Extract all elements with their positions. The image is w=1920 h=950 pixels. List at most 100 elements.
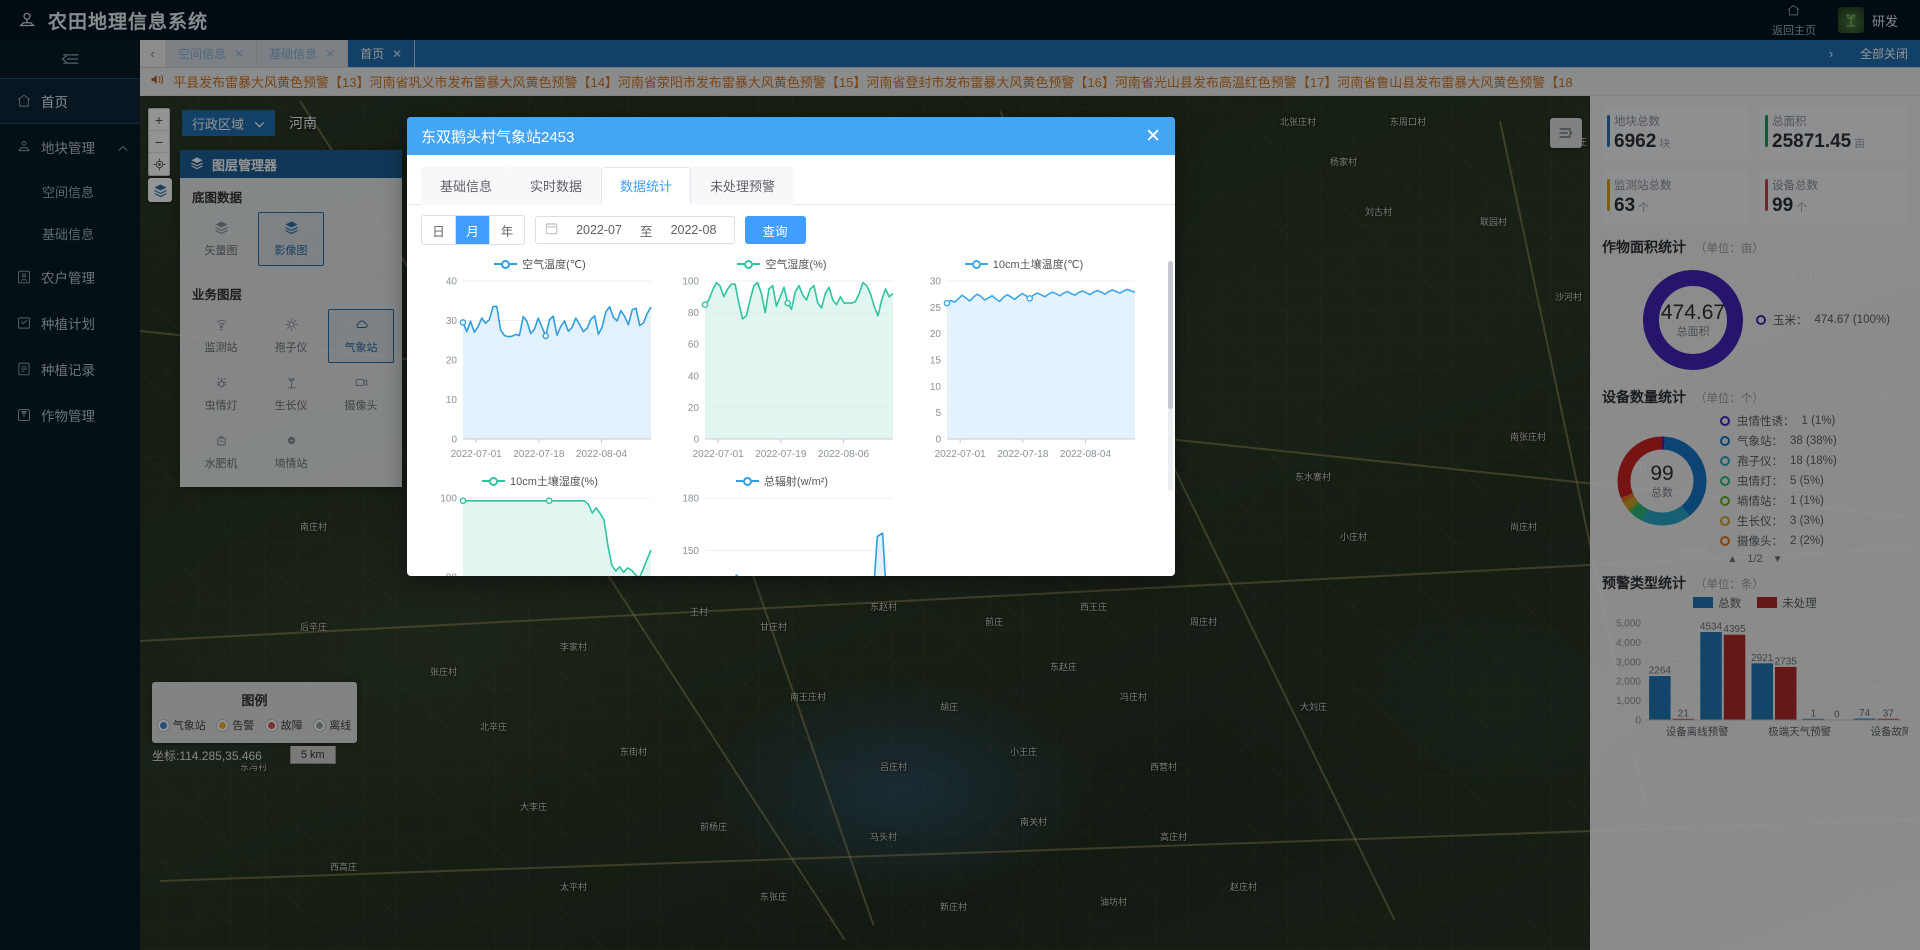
chart-data-point[interactable] xyxy=(459,497,467,505)
sidebar-collapse-button[interactable] xyxy=(0,40,140,78)
donut-legend-item-2[interactable]: 孢子仪： 18 (18%) xyxy=(1720,451,1908,471)
bar-2-0[interactable] xyxy=(1751,663,1773,720)
close-icon[interactable]: ✕ xyxy=(1145,125,1161,147)
bar-1-0[interactable] xyxy=(1700,632,1722,720)
bar-2-1[interactable] xyxy=(1775,666,1797,720)
bar-4-1[interactable] xyxy=(1877,718,1899,720)
crop-area-donut[interactable]: 474.67 总面积 xyxy=(1638,265,1748,375)
layer-item-1-5[interactable]: 摄像头 xyxy=(328,367,394,421)
sidebar-item-5[interactable]: 种植计划 xyxy=(0,300,140,346)
layer-item-1-1[interactable]: 孢子仪 xyxy=(258,309,324,363)
bar-4-0[interactable] xyxy=(1853,718,1876,720)
tab-close-icon[interactable]: ✕ xyxy=(234,46,245,61)
chart-legend-soil-humidity-10cm[interactable]: 10cm土壤湿度(%) xyxy=(421,472,659,490)
chart-svg-air-temp[interactable]: 0 10 20 30 40 2022-07-01 2022-07-18 2022-08-04 xyxy=(421,273,659,465)
legend-item-1[interactable]: 告警 xyxy=(217,717,254,733)
bar-legend-item-1[interactable]: 未处理 xyxy=(1757,595,1817,611)
chart-legend-total-radiation[interactable]: 总辐射(w/m²) xyxy=(663,472,901,490)
alert-ticker-text[interactable]: 平县发布雷暴大风黄色预警【13】河南省巩义市发布雷暴大风黄色预警【14】河南省荥… xyxy=(173,75,1573,90)
donut-legend-item-6[interactable]: 摄像头： 2 (2%) xyxy=(1720,531,1908,551)
panel-toggle-icon[interactable] xyxy=(1550,118,1582,148)
granularity-option-0[interactable]: 日 xyxy=(422,216,456,244)
stat-card-1[interactable]: 总面积 25871.45 亩 xyxy=(1760,106,1908,161)
legend-item-3[interactable]: 离线 xyxy=(314,717,351,733)
granularity-option-2[interactable]: 年 xyxy=(500,224,514,239)
layer-item-1-6[interactable]: 水肥机 xyxy=(188,425,254,479)
device-count-donut[interactable]: 99 总数 xyxy=(1612,431,1712,531)
bar-legend-item-0[interactable]: 总数 xyxy=(1693,595,1741,611)
map-zoom-out-button[interactable]: − xyxy=(149,131,169,153)
modal-tab-1[interactable]: 实时数据 xyxy=(511,167,602,205)
bar-1-1[interactable] xyxy=(1723,634,1746,720)
tabs-scroll-left-button[interactable]: ‹ xyxy=(140,40,166,67)
bar-0-1[interactable] xyxy=(1672,718,1695,720)
chart-data-point[interactable] xyxy=(784,299,792,307)
donut-legend-item-0[interactable]: 玉米： 474.67 (100%) xyxy=(1756,310,1908,330)
tab-close-icon[interactable]: ✕ xyxy=(325,46,336,61)
chart-svg-total-radiation[interactable]: 120150180 xyxy=(663,490,901,576)
modal-tab-2[interactable]: 数据统计 xyxy=(601,167,692,205)
chart-data-point[interactable] xyxy=(459,319,467,326)
layers-icon[interactable] xyxy=(148,178,172,202)
charts-scrollbar-thumb[interactable] xyxy=(1168,261,1173,409)
chart-data-point[interactable] xyxy=(701,301,709,309)
chart-data-point[interactable] xyxy=(545,497,553,505)
donut-legend-item-3[interactable]: 虫情灯： 5 (5%) xyxy=(1720,471,1908,491)
sidebar-item-4[interactable]: 农户管理 xyxy=(0,254,140,300)
layer-item-1-4[interactable]: 生长仪 xyxy=(258,367,324,421)
modal-tab-0[interactable]: 基础信息 xyxy=(421,167,512,205)
tab-close-icon[interactable]: ✕ xyxy=(392,46,403,61)
chart-data-point[interactable] xyxy=(1026,295,1034,302)
tab-0[interactable]: 空间信息 ✕ xyxy=(166,40,258,67)
chart-legend-soil-temp-10cm[interactable]: 10cm土壤温度(℃) xyxy=(905,255,1143,273)
donut-legend-item-5[interactable]: 生长仪： 3 (3%) xyxy=(1720,511,1908,531)
layer-item-0-1[interactable]: 影像图 xyxy=(258,212,324,266)
query-button[interactable]: 查询 xyxy=(744,216,806,244)
sidebar-item-7[interactable]: 作物管理 xyxy=(0,392,140,438)
stat-card-2[interactable]: 监测站总数 63 个 xyxy=(1602,170,1750,225)
chart-legend-air-humidity[interactable]: 空气湿度(%) xyxy=(663,255,901,273)
layer-item-1-7[interactable]: 墒情站 xyxy=(258,425,324,479)
date-range-picker[interactable]: 2022-07 至 2022-08 xyxy=(535,216,735,244)
sidebar-subitem-3[interactable]: 基础信息 xyxy=(0,212,140,254)
tab-2[interactable]: 首页 ✕ xyxy=(348,40,416,67)
chart-legend-air-temp[interactable]: 空气温度(℃) xyxy=(421,255,659,273)
tab-1[interactable]: 基础信息 ✕ xyxy=(257,40,349,67)
bar-0-0[interactable] xyxy=(1649,676,1671,720)
locate-icon[interactable] xyxy=(149,153,169,175)
sidebar-subitem-2[interactable]: 空间信息 xyxy=(0,170,140,212)
donut-legend-item-1[interactable]: 气象站： 38 (38%) xyxy=(1720,431,1908,451)
sidebar-item-1[interactable]: 地块管理 xyxy=(0,124,140,170)
chart-svg-soil-temp-10cm[interactable]: 0 5 10 15 20 25 30 2022-07-01 2022-07-18 2022-08-… xyxy=(905,273,1143,465)
charts-scrollbar-track[interactable] xyxy=(1168,261,1173,491)
stat-card-0[interactable]: 地块总数 6962 块 xyxy=(1602,106,1750,161)
map-zoom-in-button[interactable]: + xyxy=(149,109,169,131)
alarm-type-bar-chart[interactable]: 0 1,000 2,000 3,000 4,000 5,000 2264 21 4534 4395… xyxy=(1602,617,1920,742)
stat-card-3[interactable]: 设备总数 99 个 xyxy=(1760,170,1908,225)
chart-data-point[interactable] xyxy=(542,332,550,340)
donut-legend-item-4[interactable]: 墒情站： 1 (1%) xyxy=(1720,491,1908,511)
layer-item-1-0[interactable]: 监测站 xyxy=(188,309,254,363)
legend-item-0[interactable]: 气象站 xyxy=(157,717,206,733)
layer-item-1-3[interactable]: 虫情灯 xyxy=(188,367,254,421)
chart-data-point[interactable] xyxy=(943,299,951,307)
triangle-up-icon[interactable]: ▲ xyxy=(1727,553,1738,565)
granularity-option-1[interactable]: 月 xyxy=(456,216,490,244)
bar-3-0[interactable] xyxy=(1802,718,1825,720)
triangle-down-icon[interactable]: ▼ xyxy=(1772,553,1783,565)
return-home-button[interactable]: 返回主页 xyxy=(1772,3,1816,38)
layer-item-1-2[interactable]: 气象站 xyxy=(328,309,394,363)
user-menu[interactable]: 研发 xyxy=(1837,7,1898,33)
region-select[interactable]: 行政区域 xyxy=(182,110,276,136)
legend-item-2[interactable]: 故障 xyxy=(265,717,303,733)
chart-svg-air-humidity[interactable]: 0 20 40 60 80 100 2022-07-01 2022-07-19 2022-08-… xyxy=(663,273,901,465)
tabs-scroll-right-button[interactable]: › xyxy=(1828,46,1834,61)
layer-item-0-0[interactable]: 矢量图 xyxy=(188,212,254,266)
donut-legend-item-0[interactable]: 虫情性诱： 1 (1%) xyxy=(1720,411,1908,431)
close-all-tabs-button[interactable]: 全部关闭 xyxy=(1859,47,1908,61)
sidebar-item-6[interactable]: 种植记录 xyxy=(0,346,140,392)
chevron-up-icon[interactable] xyxy=(118,140,128,155)
modal-tab-3[interactable]: 未处理预警 xyxy=(691,167,795,205)
sidebar-item-0[interactable]: 首页 xyxy=(0,78,140,124)
